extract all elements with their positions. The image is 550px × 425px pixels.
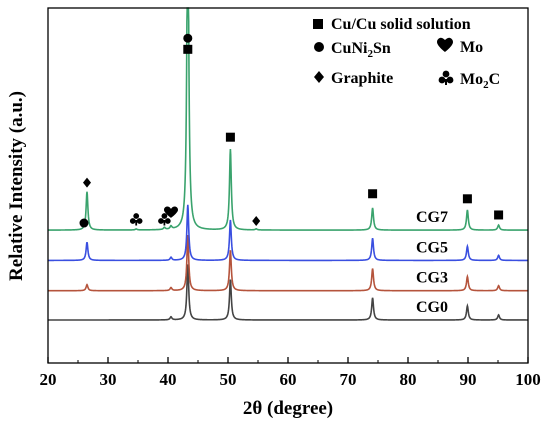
legend-text-mo: Mo [460, 39, 483, 56]
legend-mo2c-main: Mo [460, 71, 483, 88]
peak-square-icon [462, 194, 472, 204]
series-label-cg5: CG5 [416, 239, 448, 256]
peak-diamond-icon [252, 216, 261, 227]
peak-square-icon [494, 210, 504, 220]
legend-mo2c-sub: 2 [483, 79, 489, 91]
x-tick-label-60: 60 [280, 370, 297, 389]
y-axis-label: Relative Intensity (a.u.) [6, 91, 27, 281]
legend-text-mo2c: Mo2C [460, 71, 500, 91]
peak-circle-icon [183, 33, 193, 43]
peak-heart-icon [164, 206, 178, 218]
legend-text-graphite: Graphite [331, 70, 393, 87]
legend-cuni2sn-tail: Sn [373, 40, 391, 57]
legend-circle-icon [314, 42, 324, 52]
legend-diamond-icon [314, 71, 324, 83]
legend-mo2c-tail: C [489, 71, 501, 88]
plot-frame [47, 7, 529, 364]
series-line-cg3 [48, 235, 528, 292]
series-line-cg5 [48, 204, 528, 262]
series-line-cg0 [48, 264, 528, 321]
x-tick-label-90: 90 [460, 370, 477, 389]
series-line-cg7 [48, 7, 528, 231]
peak-diamond-icon [83, 177, 91, 188]
series-label-cg3: CG3 [416, 270, 448, 287]
legend-text-cuni2sn: CuNi2Sn [331, 40, 391, 60]
legend-cuni2sn-sub: 2 [367, 48, 373, 60]
x-tick-label-100: 100 [515, 370, 541, 389]
peak-square-icon [225, 132, 235, 142]
x-axis: 20 30 40 50 60 70 80 90 100 [40, 357, 541, 389]
marker-layer [79, 33, 504, 228]
legend-text-cu: Cu/Cu solid solution [331, 16, 471, 33]
x-tick-label-70: 70 [340, 370, 357, 389]
legend-cuni2sn-main: CuNi [331, 40, 368, 57]
series-labels: CG0 CG3 CG5 CG7 [416, 209, 448, 316]
x-tick-label-40: 40 [160, 370, 177, 389]
x-tick-label-30: 30 [100, 370, 117, 389]
x-tick-label-50: 50 [220, 370, 237, 389]
series-label-cg7: CG7 [416, 209, 448, 226]
legend: Cu/Cu solid solution CuNi2Sn Mo Graphite… [313, 16, 500, 91]
x-axis-label: 2θ (degree) [243, 398, 333, 419]
series-layer [48, 7, 528, 321]
legend-square-icon [313, 19, 323, 29]
legend-heart-icon [437, 37, 453, 52]
x-tick-label-20: 20 [40, 370, 57, 389]
legend-club-icon [438, 70, 454, 85]
series-label-cg0: CG0 [416, 299, 448, 316]
x-tick-label-80: 80 [400, 370, 417, 389]
peak-circle-icon [79, 218, 89, 228]
peak-square-icon [368, 189, 378, 199]
peak-club-icon [129, 213, 143, 226]
peak-club-icon [158, 213, 171, 226]
peak-square-icon [183, 44, 193, 54]
